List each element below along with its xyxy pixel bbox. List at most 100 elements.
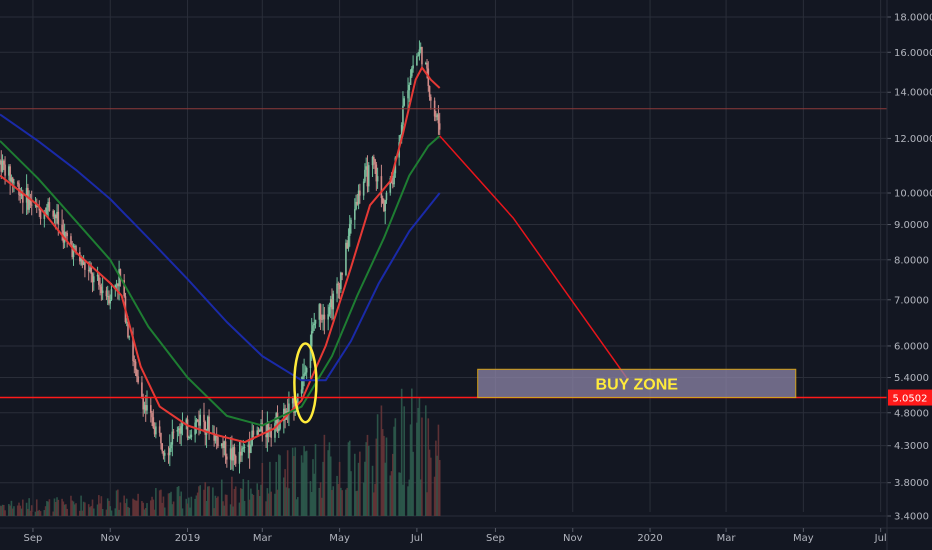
x-tick-label: Jul xyxy=(874,533,887,544)
volume-bar xyxy=(409,424,412,516)
candle-body xyxy=(303,373,305,377)
candle-body xyxy=(177,428,180,430)
volume-bar xyxy=(57,499,60,516)
candle-body xyxy=(239,451,242,456)
volume-bar xyxy=(4,510,6,516)
volume-bar xyxy=(215,497,218,516)
candle-body xyxy=(98,275,100,285)
candle-body xyxy=(371,156,374,166)
candle-body xyxy=(66,232,68,237)
candle-body xyxy=(172,431,175,433)
volume-bar xyxy=(381,429,384,516)
candle-body xyxy=(274,423,276,438)
volume-bar xyxy=(20,508,23,516)
candle-body xyxy=(357,190,360,205)
candle-body xyxy=(241,448,243,456)
volume-bar xyxy=(198,486,200,516)
volume-bar xyxy=(223,505,226,516)
volume-bar xyxy=(132,498,134,516)
volume-bar xyxy=(181,508,184,516)
volume-bar xyxy=(260,484,262,516)
candle-body xyxy=(331,299,333,310)
candle-body xyxy=(364,169,366,182)
y-tick-label: 16.0000 xyxy=(894,48,932,59)
candle-body xyxy=(419,47,422,50)
candle-body xyxy=(90,267,93,275)
candle-body xyxy=(270,430,272,438)
volume-bar xyxy=(435,440,437,516)
candle-body xyxy=(265,434,267,438)
volume-bar xyxy=(248,499,251,516)
candle-body xyxy=(217,437,219,447)
volume-bar xyxy=(394,418,397,516)
volume-bar xyxy=(380,405,383,516)
moving-average-3 xyxy=(0,113,441,382)
candle-body xyxy=(162,451,165,456)
candle-body xyxy=(366,166,369,187)
volume-bar xyxy=(110,510,113,516)
candle-body xyxy=(214,435,217,441)
volume-bar xyxy=(101,509,104,516)
volume-bar xyxy=(171,504,174,516)
candle-body xyxy=(350,219,352,224)
volume-bar xyxy=(52,511,55,516)
candle-body xyxy=(276,413,279,432)
volume-bar xyxy=(233,488,236,516)
volume-bar xyxy=(35,499,38,516)
candle-body xyxy=(248,444,251,453)
volume-bar xyxy=(226,494,228,516)
volume-bar xyxy=(92,508,95,516)
volume-bar xyxy=(53,498,56,516)
candle-body xyxy=(348,223,351,236)
volume-bar xyxy=(105,509,108,516)
volume-bar xyxy=(214,495,217,516)
candle-body xyxy=(87,269,90,272)
projection-line xyxy=(439,135,630,381)
candle-body xyxy=(384,200,387,212)
candle-body xyxy=(345,242,347,275)
volume-bar xyxy=(134,500,137,516)
candle-body xyxy=(11,177,14,183)
candle-body xyxy=(232,447,234,461)
candle-body xyxy=(437,114,440,124)
volume-bar xyxy=(258,496,261,516)
volume-bar xyxy=(71,500,74,516)
candle-body xyxy=(185,419,188,423)
volume-bar xyxy=(288,488,290,516)
volume-bar xyxy=(305,450,308,516)
volume-bar xyxy=(385,437,388,516)
volume-bar xyxy=(331,490,333,516)
volume-bar xyxy=(10,500,13,516)
volume-bar xyxy=(168,493,171,516)
candle-body xyxy=(114,284,117,290)
volume-bar xyxy=(322,461,324,516)
candle-body xyxy=(144,405,147,411)
candle-body xyxy=(224,441,227,457)
candle-body xyxy=(99,284,101,287)
candle-body xyxy=(109,299,112,304)
volume-bar xyxy=(283,477,285,516)
volume-bar xyxy=(176,486,179,516)
volume-bar xyxy=(208,486,210,516)
volume-bar xyxy=(158,490,161,516)
candle-body xyxy=(80,258,82,262)
candle-body xyxy=(340,272,342,290)
volume-bar xyxy=(29,510,32,516)
volume-bar xyxy=(19,505,22,516)
volume-bar xyxy=(341,490,343,516)
candle-body xyxy=(438,123,441,130)
candle-body xyxy=(277,428,280,432)
candle-body xyxy=(141,382,143,399)
candle-body xyxy=(243,446,246,448)
candle-body xyxy=(189,437,191,438)
volume-bars xyxy=(0,388,441,516)
volume-bar xyxy=(295,499,298,516)
candle-body xyxy=(125,321,128,323)
volume-bar xyxy=(328,442,331,516)
candle-body xyxy=(133,360,136,362)
volume-bar xyxy=(87,504,90,516)
volume-bar xyxy=(365,442,368,516)
volume-bar xyxy=(152,499,155,516)
candle-body xyxy=(1,160,4,172)
